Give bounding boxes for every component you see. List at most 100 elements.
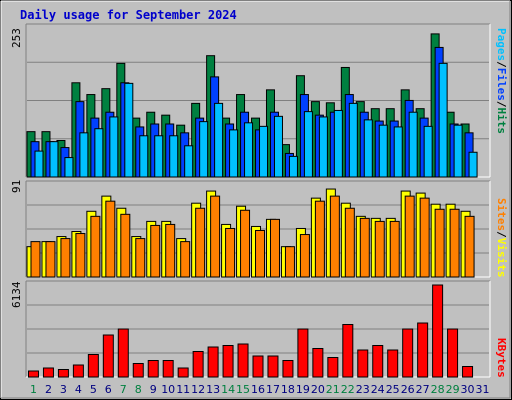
sites-bar bbox=[464, 215, 475, 278]
chart-title: Daily usage for September 2024 bbox=[20, 8, 237, 22]
legend-kbytes: KBytes bbox=[495, 338, 508, 378]
sites-bar bbox=[284, 246, 295, 278]
pages-bar bbox=[229, 129, 239, 178]
sites-bar bbox=[359, 217, 370, 278]
kbytes-bar bbox=[312, 348, 324, 378]
x-tick-label: 22 bbox=[340, 383, 355, 396]
kbytes-bar bbox=[447, 328, 459, 378]
pages-bar bbox=[378, 124, 388, 178]
pages-bar bbox=[139, 135, 149, 178]
pages-bar bbox=[199, 121, 209, 178]
sites-bar bbox=[255, 229, 266, 278]
x-tick-label: 15 bbox=[236, 383, 250, 396]
pages-bar bbox=[124, 82, 134, 178]
x-tick-label: 2 bbox=[45, 383, 52, 396]
x-tick-label: 4 bbox=[74, 383, 82, 396]
kbytes-bar bbox=[342, 324, 354, 378]
kbytes-bar bbox=[162, 360, 174, 378]
x-tick-label: 26 bbox=[400, 383, 415, 396]
x-tick-label: 6 bbox=[104, 383, 112, 396]
kbytes-bar bbox=[207, 346, 219, 378]
x-tick-label: 31 bbox=[475, 383, 490, 396]
kbytes-bar bbox=[42, 367, 54, 378]
kbytes-bar bbox=[177, 367, 189, 378]
chart-panels bbox=[25, 23, 491, 378]
kbytes-bar bbox=[297, 328, 309, 378]
kbytes-bar bbox=[147, 360, 159, 378]
sites-bar bbox=[150, 224, 161, 278]
sites-bar bbox=[344, 207, 355, 278]
pages-bar bbox=[318, 116, 328, 178]
legend-hits: Hits bbox=[495, 107, 508, 135]
kbytes-bar bbox=[372, 345, 384, 378]
sites-bar bbox=[329, 195, 340, 278]
x-tick-label: 23 bbox=[355, 383, 370, 396]
x-tick-label: 28 bbox=[430, 383, 445, 396]
kbytes-bar bbox=[237, 343, 249, 378]
x-tick-label: 12 bbox=[191, 383, 206, 396]
kbytes-bar bbox=[132, 363, 144, 378]
sites-bar bbox=[45, 241, 56, 278]
sites-bar bbox=[30, 241, 41, 278]
kbytes-bar bbox=[402, 328, 414, 378]
pages-bar bbox=[438, 62, 448, 178]
pages-bar bbox=[79, 132, 89, 178]
sites-bar bbox=[60, 238, 71, 278]
pages-bar bbox=[49, 141, 59, 178]
sites-bar bbox=[75, 233, 86, 278]
x-tick-label: 16 bbox=[251, 383, 265, 396]
pages-bar bbox=[288, 155, 298, 178]
x-tick-label: 21 bbox=[325, 383, 340, 396]
legend-separator: / bbox=[495, 231, 508, 238]
sites-bar bbox=[210, 195, 221, 278]
pages-bar bbox=[259, 125, 269, 178]
panel3-ymax-label: 6134 bbox=[10, 281, 23, 309]
pages-bar bbox=[184, 145, 194, 178]
x-tick-label: 30 bbox=[460, 383, 475, 396]
x-tick-label: 13 bbox=[206, 383, 221, 396]
pages-bar bbox=[348, 102, 358, 178]
panel1-ymax-label: 253 bbox=[10, 28, 23, 48]
pages-bar bbox=[393, 126, 403, 178]
sites-bar bbox=[419, 197, 430, 278]
pages-bar bbox=[468, 151, 478, 178]
pages-bar bbox=[64, 157, 74, 178]
x-tick-label: 14 bbox=[221, 383, 236, 396]
x-tick-label: 20 bbox=[310, 383, 325, 396]
x-tick-label: 10 bbox=[161, 383, 176, 396]
panel2-ymax-label: 91 bbox=[10, 179, 23, 193]
pages-bar bbox=[363, 119, 373, 178]
legend-files: Files bbox=[495, 67, 508, 101]
x-tick-label: 19 bbox=[295, 383, 310, 396]
kbytes-bar bbox=[267, 355, 279, 378]
kbytes-bar bbox=[252, 355, 264, 378]
pages-bar bbox=[169, 135, 179, 178]
x-tick-label: 24 bbox=[370, 383, 385, 396]
panel-3-series-label: KBytes bbox=[495, 338, 508, 378]
sites-bar bbox=[374, 220, 385, 278]
sites-bar bbox=[135, 238, 146, 278]
x-tick-label: 17 bbox=[266, 383, 280, 396]
x-tick-label: 5 bbox=[89, 383, 97, 396]
pages-bar bbox=[244, 122, 254, 178]
pages-bar bbox=[408, 111, 418, 178]
sites-bar bbox=[269, 218, 280, 278]
x-tick-label: 3 bbox=[59, 383, 67, 396]
sites-bar bbox=[165, 223, 176, 278]
x-tick-label: 18 bbox=[280, 383, 295, 396]
sites-bar bbox=[180, 241, 191, 278]
kbytes-bar bbox=[282, 360, 294, 378]
kbytes-bar bbox=[222, 345, 234, 378]
pages-bar bbox=[273, 115, 283, 178]
sites-bar bbox=[389, 220, 400, 278]
kbytes-bar bbox=[327, 357, 339, 378]
sites-bar bbox=[449, 208, 460, 278]
pages-bar bbox=[423, 125, 433, 178]
legend-visits: Visits bbox=[495, 237, 508, 278]
kbytes-bar bbox=[117, 328, 129, 378]
kbytes-bar bbox=[72, 364, 84, 378]
legend-sites: Sites bbox=[495, 198, 508, 232]
legend-separator: / bbox=[495, 61, 508, 68]
sites-bar bbox=[105, 200, 116, 278]
